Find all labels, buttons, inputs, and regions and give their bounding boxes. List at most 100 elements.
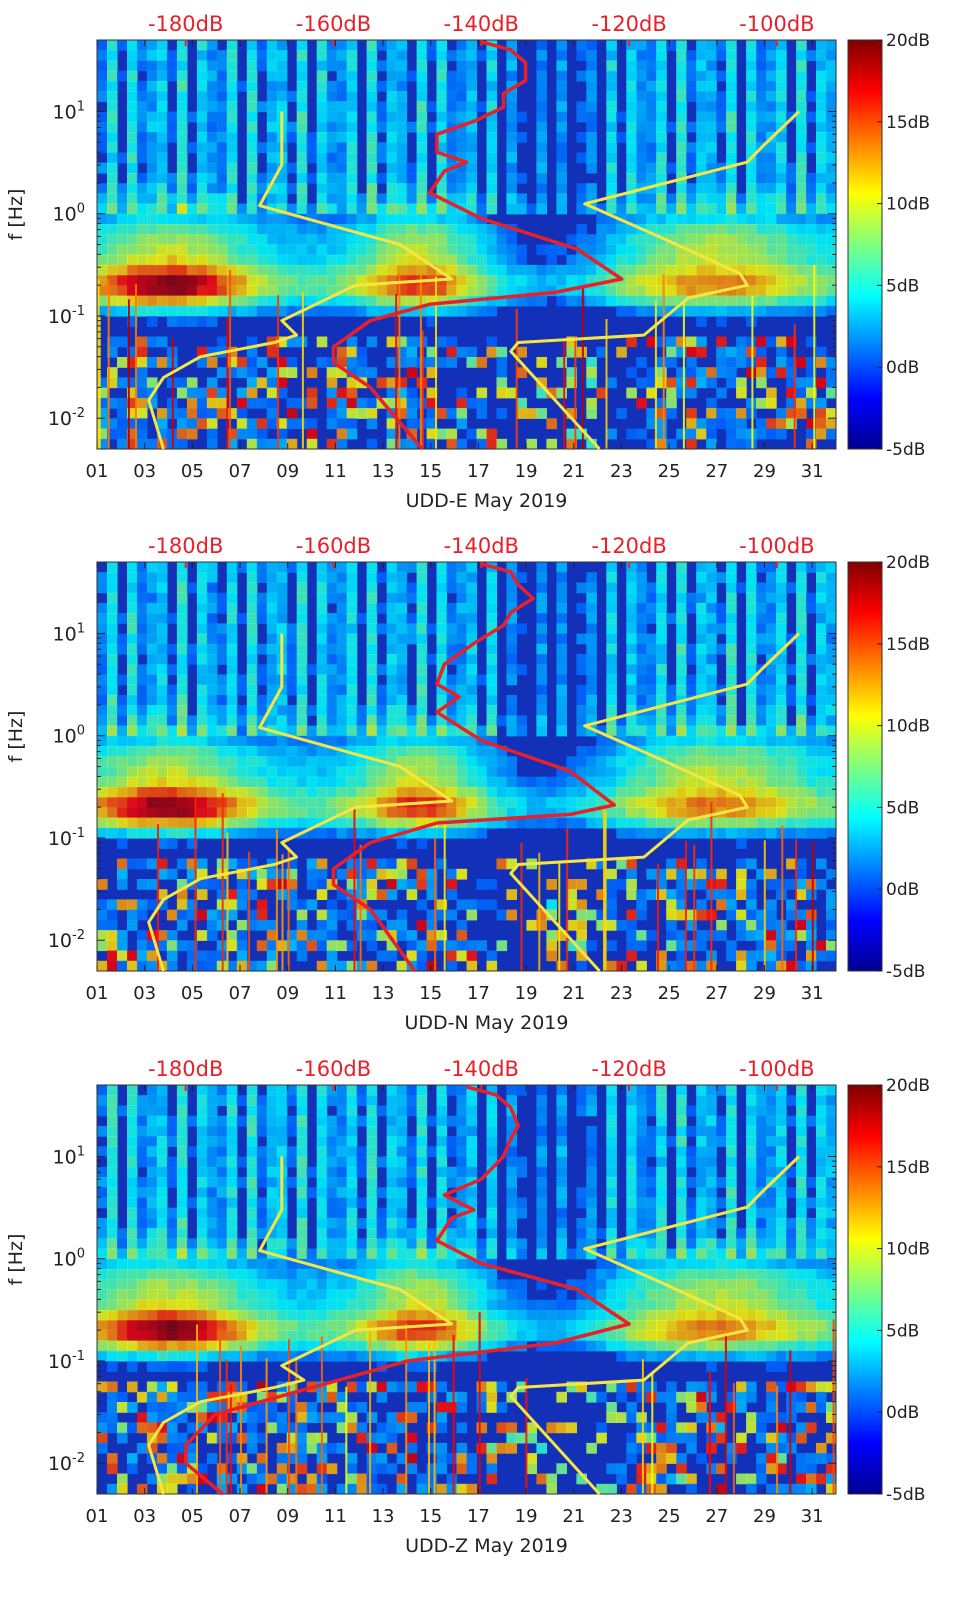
heatmap-cell — [786, 213, 797, 225]
heatmap-cell — [526, 797, 537, 808]
heatmap-cell — [206, 254, 218, 266]
heatmap-cell — [206, 183, 218, 194]
heatmap-cell — [806, 940, 817, 952]
heatmap-cell — [626, 224, 637, 235]
heatmap-cell — [626, 91, 637, 102]
heatmap-cell — [186, 1350, 198, 1362]
heatmap-cell — [97, 275, 108, 286]
heatmap-cell — [446, 234, 458, 246]
heatmap-cell — [726, 889, 737, 900]
heatmap-cell — [736, 746, 747, 757]
heatmap-cell — [606, 152, 617, 164]
heatmap-cell — [256, 203, 268, 215]
heatmap-cell — [146, 1207, 158, 1219]
heatmap-cell — [736, 909, 747, 921]
heatmap-cell — [276, 80, 288, 92]
heatmap-cell — [796, 152, 807, 164]
heatmap-cell — [696, 766, 707, 778]
heatmap-cell — [776, 244, 787, 256]
heatmap-cell — [376, 244, 388, 256]
heatmap-cell — [107, 684, 118, 696]
heatmap-cell — [576, 254, 587, 266]
heatmap-cell — [146, 142, 158, 154]
heatmap-cell — [246, 418, 258, 430]
heatmap-cell — [107, 346, 118, 358]
heatmap-cell — [166, 1177, 178, 1188]
heatmap-cell — [326, 643, 338, 655]
heatmap-cell — [426, 357, 438, 368]
heatmap-cell — [726, 735, 737, 747]
heatmap-cell — [306, 275, 318, 286]
heatmap-cell — [146, 674, 158, 686]
heatmap-cell — [196, 1361, 208, 1372]
heatmap-cell — [156, 80, 168, 92]
heatmap-cell — [366, 142, 378, 154]
heatmap-cell — [276, 735, 288, 747]
heatmap-cell — [376, 684, 388, 696]
transient-streak — [98, 317, 101, 449]
heatmap-cell — [136, 1207, 148, 1219]
heatmap-cell — [326, 654, 338, 665]
heatmap-cell — [586, 152, 597, 164]
heatmap-cell — [466, 725, 478, 737]
heatmap-cell — [396, 438, 408, 450]
heatmap-cell — [296, 807, 308, 819]
heatmap-cell — [536, 725, 547, 737]
heatmap-cell — [816, 203, 827, 215]
heatmap-cell — [266, 735, 278, 747]
heatmap-cell — [376, 111, 388, 123]
heatmap-cell — [136, 960, 148, 972]
heatmap-cell — [296, 562, 308, 573]
heatmap-cell — [117, 1330, 128, 1342]
heatmap-cell — [726, 582, 737, 594]
colorbar-tick-label: -5dB — [886, 962, 925, 982]
heatmap-cell — [596, 213, 607, 225]
heatmap-cell — [506, 572, 517, 583]
heatmap-cell — [127, 582, 138, 594]
heatmap-cell — [746, 316, 757, 327]
heatmap-cell — [636, 664, 647, 676]
heatmap-cell — [206, 909, 218, 921]
heatmap-cell — [326, 930, 338, 941]
heatmap-cell — [127, 40, 138, 51]
heatmap-cell — [176, 623, 188, 635]
heatmap-cell — [166, 1453, 178, 1464]
heatmap-cell — [456, 623, 468, 635]
heatmap-cell — [756, 797, 767, 808]
heatmap-cell — [176, 1350, 188, 1362]
heatmap-cell — [266, 797, 278, 808]
heatmap-cell — [606, 50, 617, 61]
heatmap-cell — [226, 776, 238, 788]
heatmap-cell — [706, 111, 717, 123]
heatmap-cell — [286, 183, 298, 194]
heatmap-cell — [486, 756, 498, 768]
heatmap-cell — [276, 183, 288, 194]
top-db-tick-label: -160dB — [296, 12, 371, 36]
heatmap-cell — [796, 868, 807, 880]
heatmap-cell — [476, 746, 488, 757]
heatmap-cell — [107, 817, 118, 829]
heatmap-cell — [816, 234, 827, 246]
heatmap-cell — [746, 305, 757, 317]
heatmap-cell — [206, 684, 218, 696]
heatmap-cell — [136, 787, 148, 798]
heatmap-cell — [196, 623, 208, 635]
heatmap-cell — [796, 234, 807, 246]
heatmap-cell — [746, 664, 757, 676]
heatmap-cell — [216, 1279, 228, 1291]
heatmap-cell — [496, 787, 508, 798]
heatmap-cell — [286, 756, 298, 768]
heatmap-cell — [496, 408, 508, 419]
heatmap-cell — [346, 715, 358, 727]
heatmap-cell — [656, 592, 667, 604]
transient-streak — [277, 295, 280, 449]
heatmap-cell — [776, 797, 787, 808]
heatmap-cell — [376, 868, 388, 880]
heatmap-cell — [796, 305, 807, 317]
heatmap-cell — [446, 868, 458, 880]
heatmap-cell — [107, 746, 118, 757]
heatmap-cell — [736, 275, 747, 286]
heatmap-cell — [406, 387, 418, 399]
heatmap-cell — [706, 101, 717, 113]
heatmap-cell — [696, 40, 707, 51]
